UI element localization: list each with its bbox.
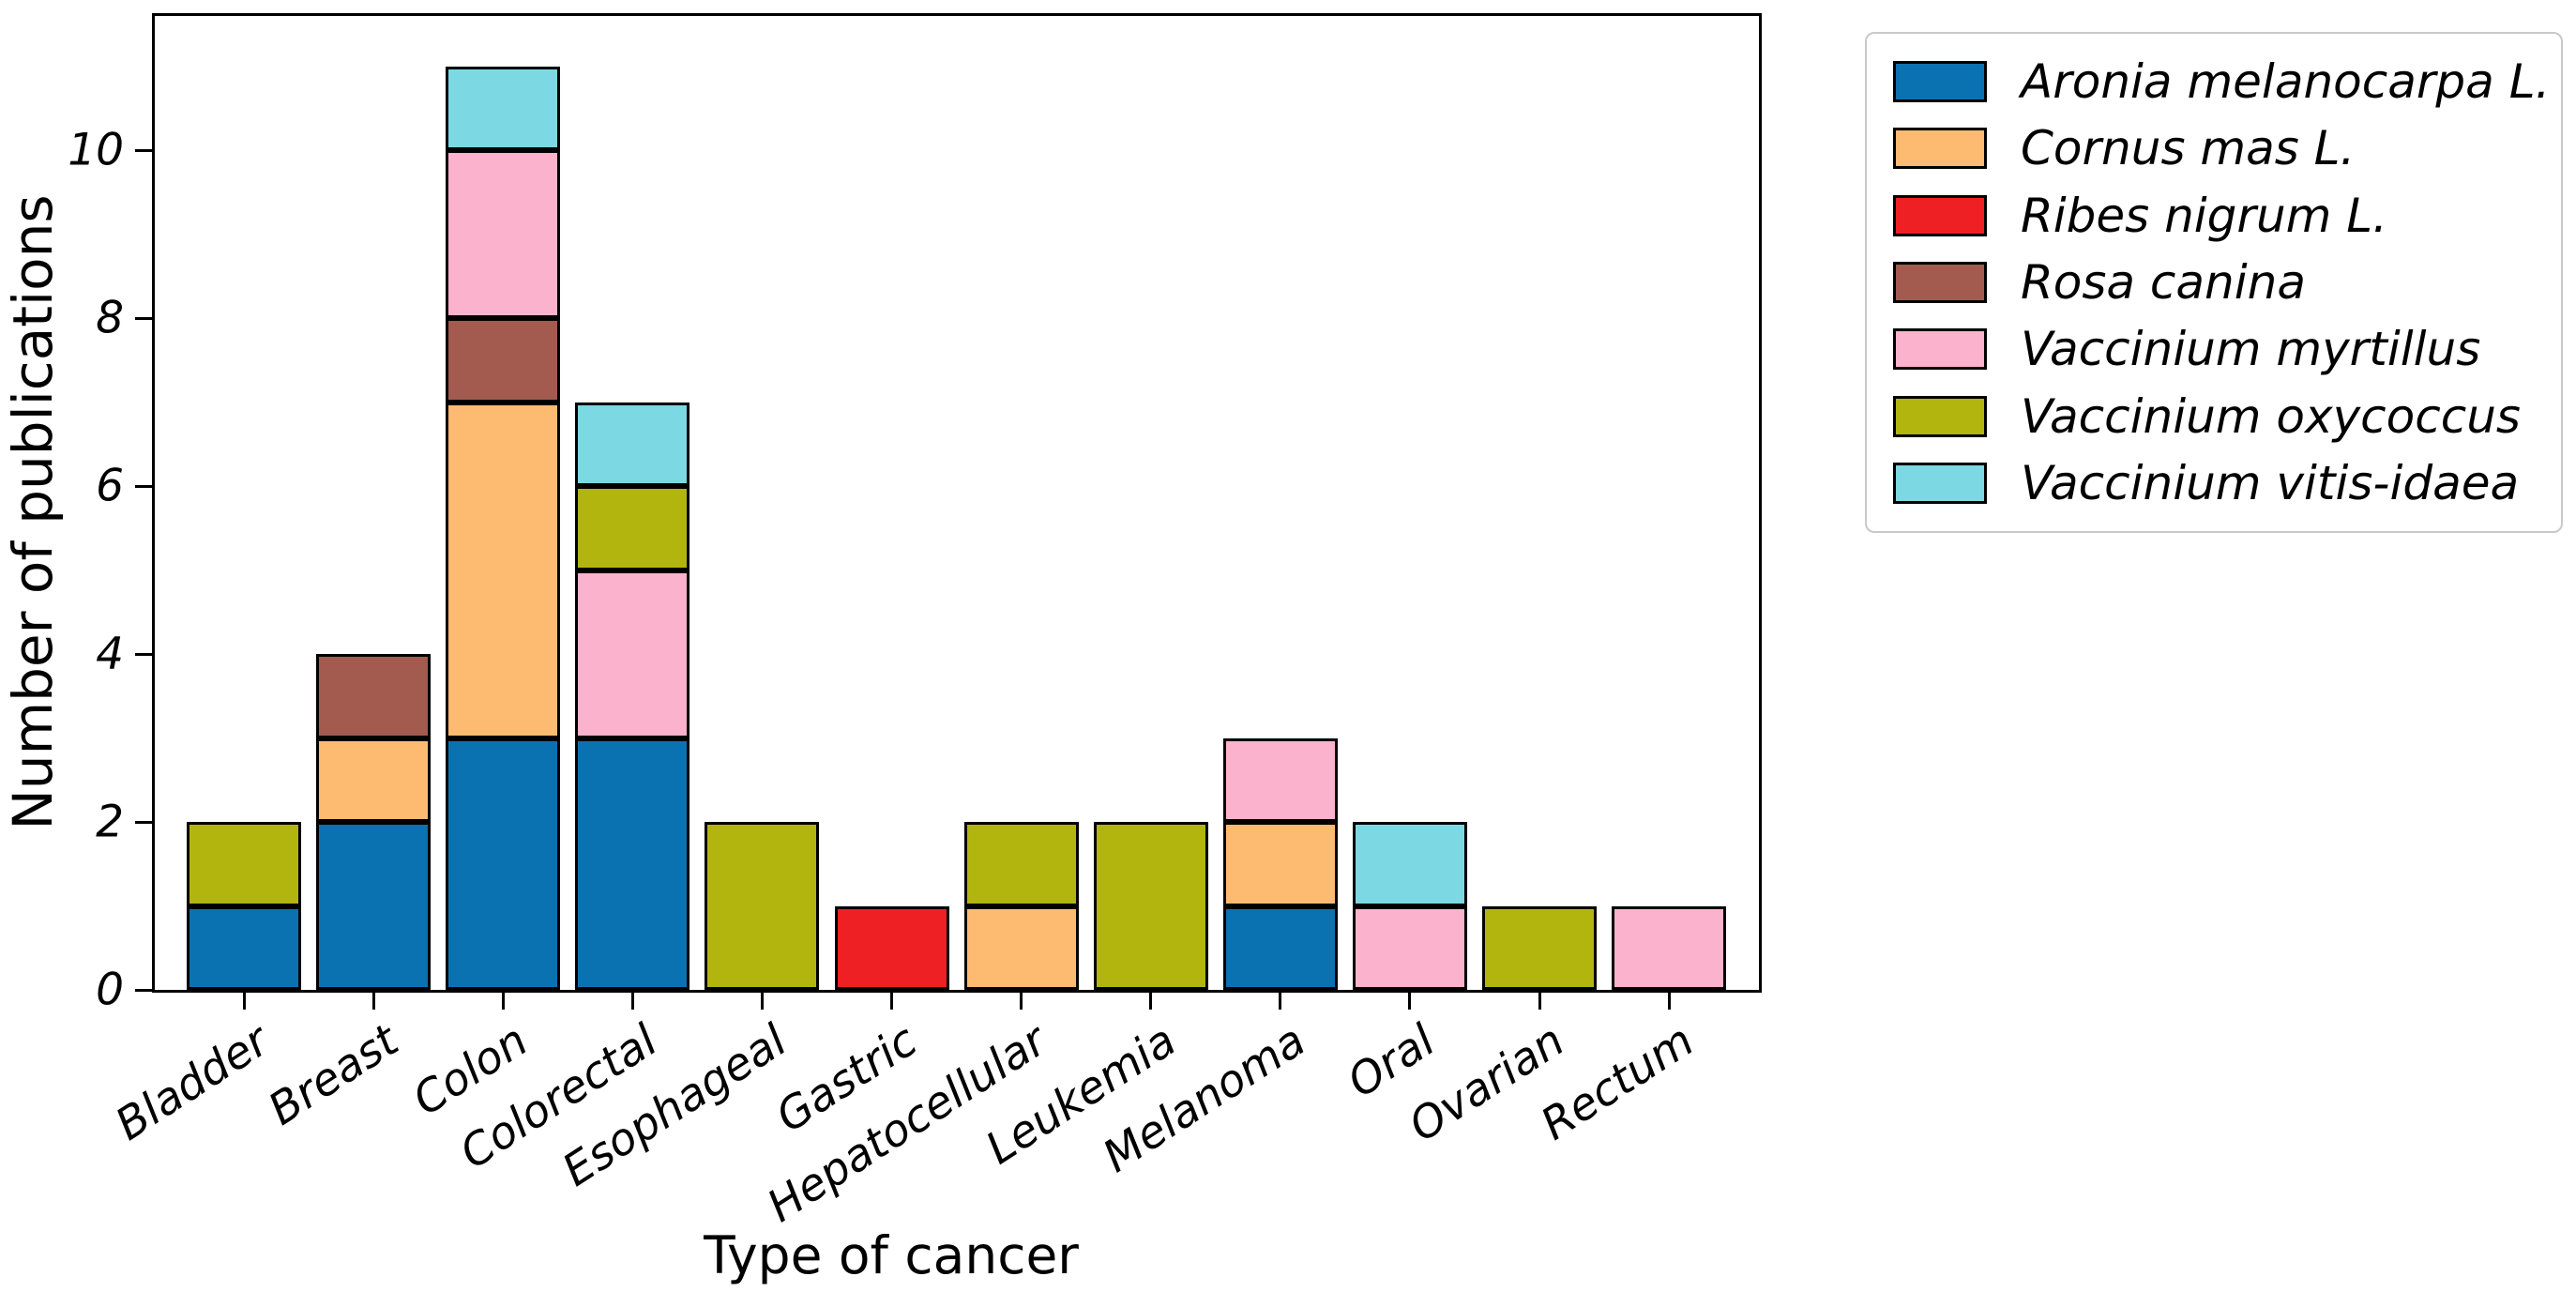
legend-label: Aronia melanocarpa L. <box>2021 54 2551 109</box>
bar-segment <box>446 402 561 738</box>
legend-label: Cornus mas L. <box>2021 121 2356 176</box>
legend-label: Rosa canina <box>2021 254 2306 310</box>
bar-segment <box>575 486 690 570</box>
bar-segment <box>1352 905 1467 990</box>
x-tick <box>242 993 246 1010</box>
bar-segment <box>1612 905 1727 990</box>
bar-segment <box>187 905 301 990</box>
legend-item: Vaccinium myrtillus <box>1893 326 2535 372</box>
x-tick <box>371 993 375 1010</box>
bar-segment <box>1222 822 1338 906</box>
legend-item: Ribes nigrum L. <box>1893 192 2535 239</box>
bar-segment <box>575 737 690 990</box>
x-tick <box>1538 993 1541 1010</box>
y-tick <box>135 988 152 992</box>
legend-swatch <box>1893 462 1987 504</box>
legend-label: Ribes nigrum L. <box>2021 188 2387 243</box>
y-tick-label: 8 <box>96 292 124 344</box>
y-tick <box>135 148 152 152</box>
x-tick <box>1408 993 1412 1010</box>
x-tick <box>890 993 893 1010</box>
bar-segment <box>316 654 432 738</box>
x-tick <box>1279 993 1282 1010</box>
legend-swatch <box>1893 194 1987 236</box>
bar-segment <box>446 150 561 318</box>
y-tick <box>135 316 152 320</box>
x-axis-title: Type of cancer <box>704 1225 1079 1285</box>
bar-segment <box>1222 737 1338 822</box>
legend-item: Aronia melanocarpa L. <box>1893 58 2550 105</box>
bar-segment <box>1482 905 1597 990</box>
legend-swatch <box>1893 261 1987 303</box>
x-tick-label: Breast <box>259 1014 408 1136</box>
x-tick <box>1149 993 1153 1010</box>
y-tick <box>135 820 152 824</box>
bar-segment <box>705 822 820 990</box>
bar-segment <box>834 905 949 990</box>
bar-segment <box>1093 822 1208 990</box>
legend-label: Vaccinium vitis-idaea <box>2021 455 2520 510</box>
bar-segment <box>446 318 561 403</box>
legend: Aronia melanocarpa L. Cornus mas L. Ribes … <box>1865 32 2563 533</box>
bar-segment <box>446 737 561 990</box>
x-tick-label: Bladder <box>106 1014 279 1151</box>
y-tick-label: 6 <box>96 460 124 512</box>
y-tick-label: 10 <box>68 124 124 176</box>
legend-swatch <box>1893 128 1987 170</box>
y-tick-label: 4 <box>96 628 124 680</box>
legend-label: Vaccinium myrtillus <box>2021 322 2481 377</box>
plot-area <box>152 13 1762 993</box>
bar-segment <box>1222 905 1338 990</box>
x-tick <box>501 993 505 1010</box>
legend-item: Cornus mas L. <box>1893 125 2535 172</box>
y-tick-label: 0 <box>96 964 124 1016</box>
bar-segment <box>316 737 432 822</box>
legend-item: Vaccinium vitis-idaea <box>1893 460 2535 507</box>
x-tick <box>760 993 764 1010</box>
legend-swatch <box>1893 61 1987 102</box>
bar-segment <box>187 822 301 906</box>
bar-segment <box>575 570 690 738</box>
bar-segment <box>963 822 1079 906</box>
legend-label: Vaccinium oxycoccus <box>2021 388 2521 444</box>
x-tick <box>630 993 634 1010</box>
y-tick <box>135 484 152 488</box>
bar-segment <box>575 402 690 486</box>
legend-swatch <box>1893 395 1987 437</box>
legend-swatch <box>1893 328 1987 371</box>
y-tick-label: 2 <box>96 796 124 848</box>
x-tick <box>1020 993 1023 1010</box>
legend-item: Vaccinium oxycoccus <box>1893 393 2535 440</box>
x-tick <box>1667 993 1671 1010</box>
legend-item: Rosa canina <box>1893 259 2535 306</box>
bar-segment <box>963 905 1079 990</box>
bar-segment <box>1352 822 1467 906</box>
bar-segment <box>446 66 561 150</box>
y-tick <box>135 652 152 656</box>
bar-segment <box>316 822 432 990</box>
